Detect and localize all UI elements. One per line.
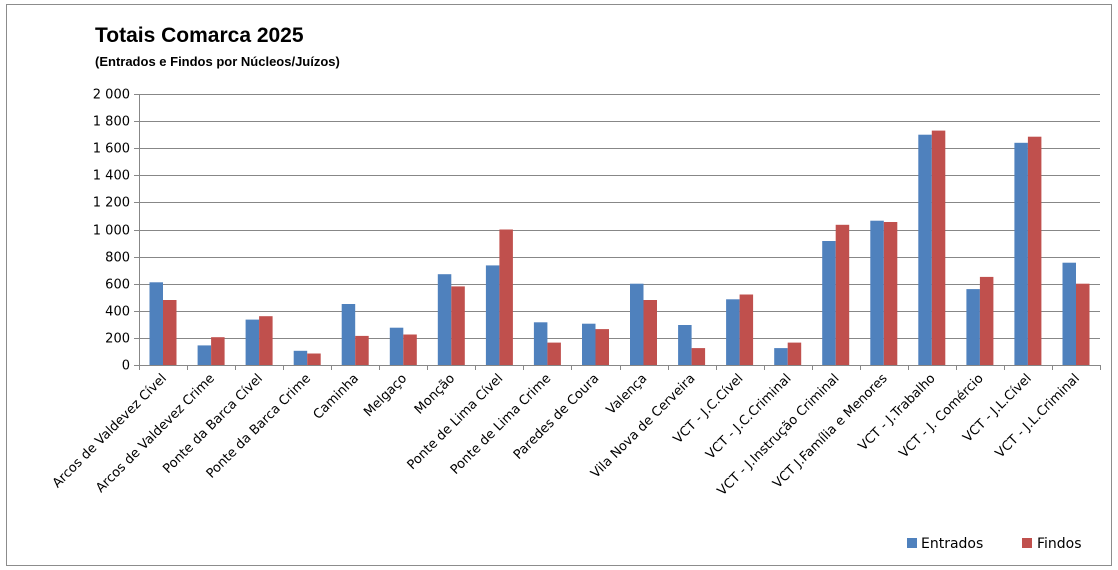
x-tick-label: Ponte de Lima Cível	[405, 371, 507, 473]
bar-chart: Totais Comarca 2025 (Entrados e Findos p…	[50, 24, 1101, 552]
x-tick-label: VCT - J. Comércio	[897, 371, 987, 461]
bar-findos	[307, 353, 321, 365]
bar-entrados	[149, 282, 163, 365]
bar-findos	[931, 130, 946, 365]
bar-findos	[595, 329, 609, 365]
y-tick-label: 1 600	[93, 142, 130, 157]
x-tick-label: Melgaço	[361, 371, 410, 420]
bar-findos	[643, 300, 657, 365]
x-tick-label: VCT - J.L.Criminal	[993, 371, 1083, 461]
bar-entrados	[822, 241, 836, 365]
bar-entrados	[774, 348, 788, 365]
bar-findos	[787, 342, 802, 365]
legend: Entrados Findos	[907, 536, 1082, 552]
x-tick-label: Valença	[604, 371, 651, 418]
bar-entrados	[197, 345, 212, 365]
y-tick-label: 1 200	[93, 196, 130, 211]
legend-label-entrados: Entrados	[921, 536, 983, 552]
gridlines	[139, 94, 1100, 339]
chart-subtitle: (Entrados e Findos por Núcleos/Juízos)	[95, 54, 340, 69]
bar-entrados	[437, 274, 452, 365]
legend-label-findos: Findos	[1037, 536, 1082, 552]
bar-findos	[739, 294, 754, 365]
x-tick-label: Caminha	[311, 371, 362, 422]
bar-entrados	[630, 283, 644, 365]
bar-entrados	[726, 299, 740, 365]
bar-findos	[883, 222, 898, 365]
bar-findos	[1076, 283, 1090, 365]
y-tick-label: 600	[105, 278, 130, 293]
bar-findos	[499, 229, 513, 365]
bar-findos	[691, 348, 706, 365]
bar-entrados	[918, 134, 932, 365]
x-tick-label: VCT - J.C.Criminal	[703, 371, 794, 462]
bar-findos	[979, 276, 994, 365]
bar-entrados	[582, 323, 596, 365]
bar-findos	[355, 335, 369, 365]
y-tick-label: 200	[105, 332, 130, 347]
legend-swatch-entrados	[907, 538, 917, 548]
bar-findos	[451, 286, 465, 365]
y-tick-label: 400	[105, 305, 130, 320]
y-tick-label: 1 400	[93, 169, 130, 184]
bar-entrados	[966, 289, 980, 365]
y-tick-label: 1 800	[93, 115, 130, 130]
bar-entrados	[678, 325, 692, 365]
bar-entrados	[1062, 262, 1076, 365]
y-tick-label: 800	[105, 251, 130, 266]
x-tick-label: Paredes de Coura	[511, 371, 603, 463]
bar-findos	[1027, 136, 1042, 365]
chart-title: Totais Comarca 2025	[95, 24, 304, 47]
chart-frame: Totais Comarca 2025 (Entrados e Findos p…	[6, 4, 1112, 566]
legend-swatch-findos	[1022, 538, 1032, 548]
bar-entrados	[293, 350, 308, 365]
bar-entrados	[389, 327, 404, 365]
bar-entrados	[870, 220, 884, 365]
bar-entrados	[485, 265, 500, 365]
bar-entrados	[341, 304, 356, 365]
bar-findos	[163, 300, 177, 365]
bar-findos	[403, 334, 417, 365]
bar-entrados	[533, 322, 548, 365]
bar-findos	[211, 337, 225, 365]
bar-findos	[259, 316, 273, 365]
bar-findos	[547, 342, 561, 365]
x-tick-label: Monção	[412, 371, 458, 417]
bar-entrados	[245, 319, 260, 365]
bars	[149, 130, 1090, 365]
y-tick-label: 0	[122, 359, 130, 374]
bar-entrados	[1014, 142, 1028, 365]
bar-findos	[835, 224, 850, 365]
y-axis: 0 200 400 600 800 1 000 1 200 1 400 1 600 1 800 2 …	[93, 88, 140, 374]
y-tick-label: 1 000	[93, 224, 130, 239]
y-tick-label: 2 000	[93, 88, 130, 103]
